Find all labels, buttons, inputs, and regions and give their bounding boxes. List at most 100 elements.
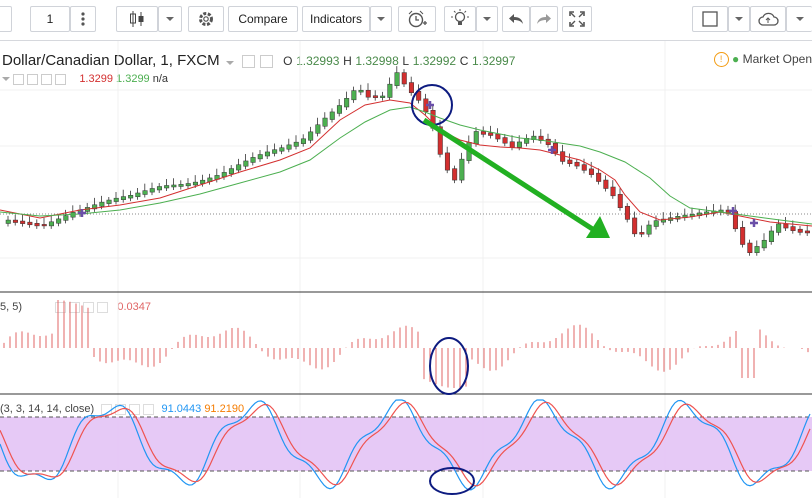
candle <box>574 161 580 167</box>
stoch-band <box>0 417 812 471</box>
candle <box>480 131 486 135</box>
stoch-k-line <box>0 399 811 491</box>
more-vert-icon <box>81 12 85 26</box>
cloud-dropdown[interactable] <box>786 6 812 32</box>
settings-button[interactable] <box>188 6 224 32</box>
ma-visibility-icon[interactable] <box>27 73 39 85</box>
candle <box>646 224 652 235</box>
candle <box>495 133 501 140</box>
low-label: L <box>402 54 410 68</box>
macd-value: 0.0347 <box>117 301 151 313</box>
chevron-down-icon <box>482 16 492 22</box>
candle <box>567 159 573 164</box>
layout-button[interactable] <box>692 6 728 32</box>
candle <box>149 188 155 193</box>
stoch-k-value: 91.0443 <box>161 403 202 415</box>
candle <box>617 194 623 208</box>
candle <box>552 142 558 154</box>
candle <box>804 230 810 234</box>
candle <box>588 168 594 175</box>
alert-button[interactable] <box>398 6 436 32</box>
candle <box>27 221 33 226</box>
candle <box>610 186 616 197</box>
macd-settings-icon[interactable] <box>55 301 67 313</box>
candle <box>279 147 285 152</box>
candle <box>20 220 26 224</box>
bulb-icon <box>451 9 469 29</box>
undo-button[interactable] <box>502 6 530 32</box>
interval-button[interactable]: 1 <box>30 6 70 32</box>
legend-more-icon[interactable] <box>260 55 274 69</box>
candle <box>336 105 342 114</box>
high-value: 1.32998 <box>355 54 399 68</box>
candle <box>293 141 299 147</box>
candle <box>459 158 465 181</box>
candle <box>128 195 134 199</box>
candle <box>5 219 11 224</box>
symbol-title[interactable]: Dollar/Canadian Dollar, 1, FXCM <box>2 52 220 69</box>
layout-dropdown[interactable] <box>728 6 750 32</box>
ma-value-red: 1.3299 <box>79 73 113 85</box>
candle <box>380 95 386 98</box>
candle <box>99 201 105 207</box>
candle <box>156 186 162 191</box>
macd-label: 5, 5) <box>0 301 23 313</box>
stoch-label: (3, 3, 14, 14, close) <box>0 403 95 415</box>
chevron-down-icon[interactable] <box>2 73 10 85</box>
candle <box>257 154 263 160</box>
ma-more-icon[interactable] <box>41 73 53 85</box>
candle <box>113 197 119 202</box>
candle <box>444 152 450 171</box>
ma-close-icon[interactable] <box>55 73 67 85</box>
ideas-dropdown[interactable] <box>476 6 498 32</box>
candle <box>185 183 191 187</box>
top-toolbar: 1 Compare Indicators <box>0 0 812 41</box>
fullscreen-button[interactable] <box>562 6 592 32</box>
candle <box>63 215 69 221</box>
candle <box>358 89 364 93</box>
candle <box>164 185 170 189</box>
candle <box>286 144 292 150</box>
chevron-down-icon <box>734 16 744 22</box>
square-icon <box>702 11 718 27</box>
chevron-down-icon[interactable] <box>226 54 235 69</box>
candle <box>41 224 47 227</box>
candle <box>581 164 587 171</box>
chart-canvas[interactable] <box>0 41 812 498</box>
indicators-dropdown[interactable] <box>370 6 392 32</box>
trend-arrow <box>422 117 610 238</box>
candle <box>106 199 112 204</box>
stoch-close-icon[interactable] <box>143 403 155 415</box>
stoch-more-icon[interactable] <box>129 403 141 415</box>
candle <box>178 184 184 187</box>
macd-more-icon[interactable] <box>83 301 95 313</box>
redo-button[interactable] <box>530 6 558 32</box>
macd-close-icon[interactable] <box>97 301 109 313</box>
ma-value-na: n/a <box>152 73 169 85</box>
candle <box>776 223 782 233</box>
compare-button[interactable]: Compare <box>228 6 298 32</box>
candle <box>308 131 314 141</box>
ma-settings-icon[interactable] <box>13 73 25 85</box>
indicators-button[interactable]: Indicators <box>302 6 370 32</box>
highlight-circle-macd <box>429 337 469 395</box>
candle <box>768 230 774 242</box>
candle <box>740 227 746 245</box>
highlight-circle-stoch <box>429 467 475 495</box>
candle <box>754 246 760 253</box>
chart-style-dropdown[interactable] <box>158 6 182 32</box>
market-status: ! ● Market Open <box>713 52 812 68</box>
symbol-search-stub[interactable] <box>0 6 12 32</box>
candle <box>473 131 479 145</box>
candle <box>236 164 242 171</box>
candle <box>639 232 645 235</box>
ideas-button[interactable] <box>444 6 476 32</box>
interval-menu-button[interactable] <box>70 6 96 32</box>
low-value: 1.32992 <box>412 54 457 68</box>
chart-style-button[interactable] <box>116 6 158 32</box>
candle <box>272 149 278 154</box>
legend-settings-icon[interactable] <box>241 55 255 69</box>
candle <box>502 137 508 144</box>
cloud-save-button[interactable] <box>750 6 786 32</box>
stoch-d-line <box>0 401 811 487</box>
